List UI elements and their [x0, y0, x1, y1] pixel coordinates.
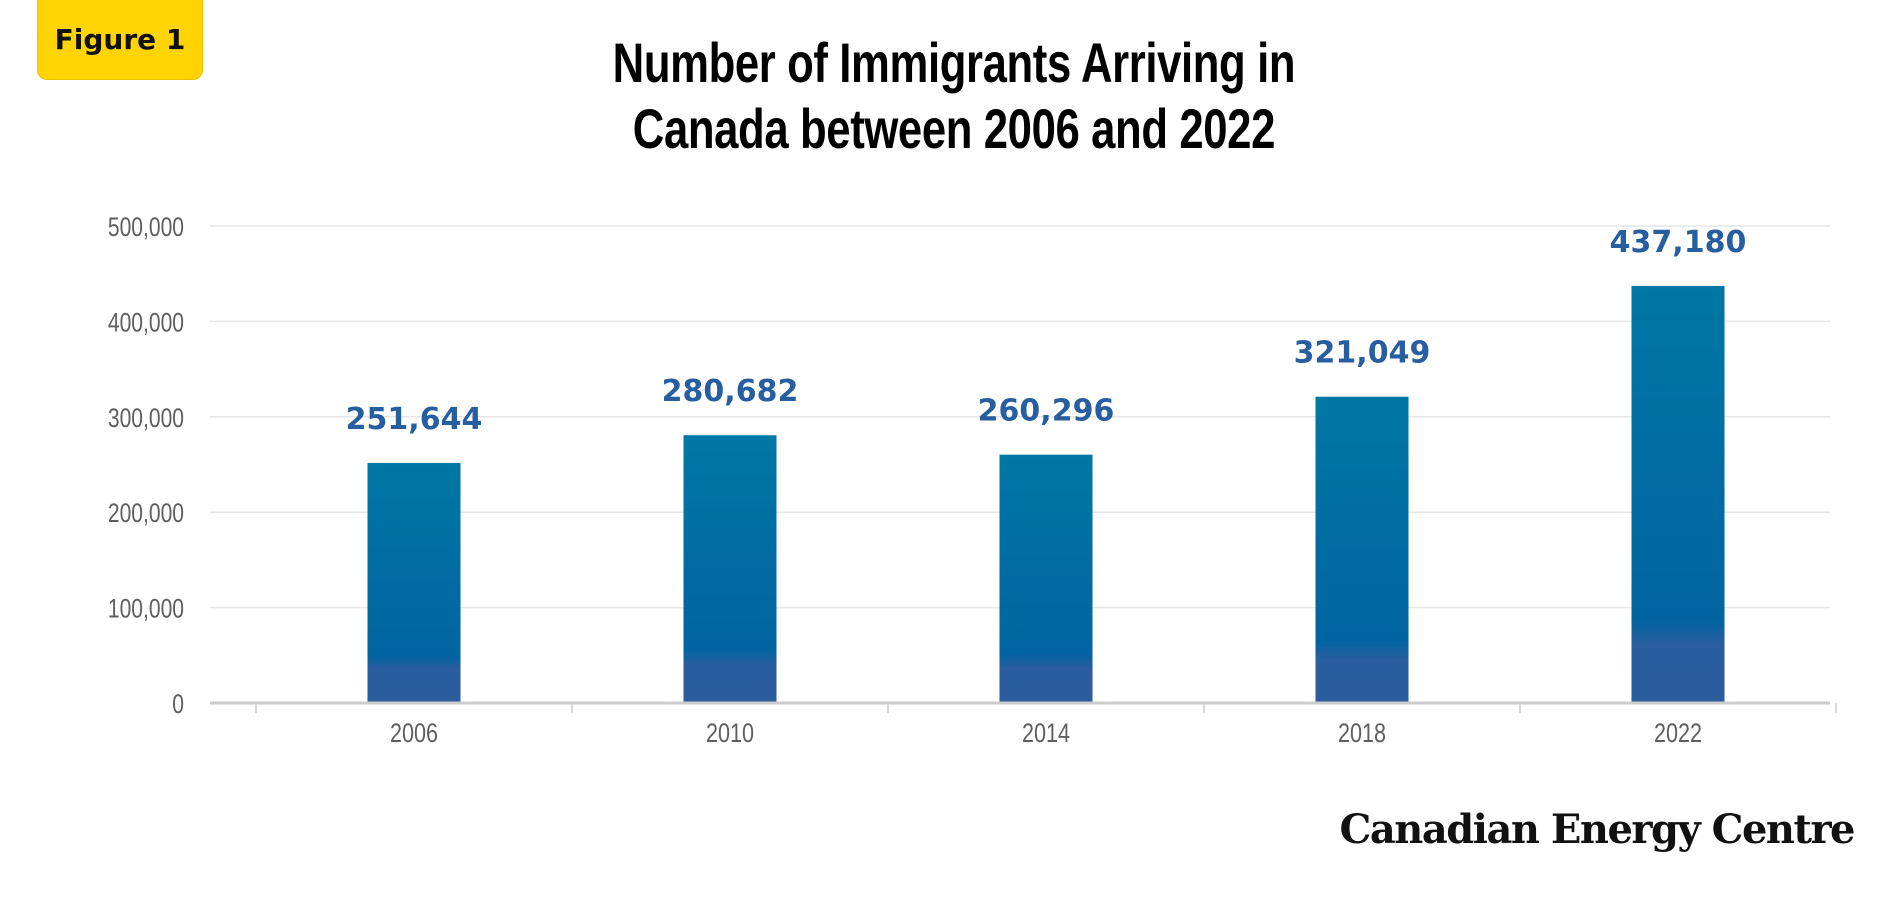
brand-logo: Canadian Energy Centre [1339, 806, 1856, 853]
chart-title: Number of Immigrants Arriving in Canada … [209, 30, 1699, 162]
y-tick-label: 300,000 [108, 403, 184, 433]
bars: 251,644 280,682 260,296 321,049 437,180 [346, 225, 1747, 703]
y-axis: 0 100,000 200,000 300,000 400,000 500,000 [108, 213, 184, 720]
y-tick-label: 200,000 [108, 499, 184, 529]
x-axis: 2006 2010 2014 2018 2022 [210, 701, 1837, 749]
chart-title-line-2: Canada between 2006 and 2022 [632, 97, 1276, 160]
data-label: 280,682 [662, 374, 799, 409]
bar [367, 462, 461, 703]
figure-badge: Figure 1 [37, 0, 203, 80]
y-tick-label: 0 [172, 690, 184, 720]
bar [1315, 396, 1409, 703]
data-label: 260,296 [978, 394, 1115, 429]
data-label: 251,644 [346, 402, 483, 437]
bar [683, 435, 777, 703]
x-tick-label: 2022 [1654, 719, 1702, 749]
chart-title-line-1: Number of Immigrants Arriving in [612, 31, 1296, 94]
data-label: 437,180 [1610, 225, 1747, 260]
bar [1631, 285, 1725, 703]
x-tick-label: 2018 [1338, 719, 1386, 749]
x-tick-label: 2006 [390, 719, 438, 749]
data-label: 321,049 [1294, 336, 1431, 371]
y-tick-label: 500,000 [108, 213, 184, 243]
x-tick-label: 2014 [1022, 719, 1070, 749]
y-tick-label: 100,000 [108, 594, 184, 624]
x-tick-label: 2010 [706, 719, 754, 749]
figure-badge-label: Figure 1 [54, 23, 186, 56]
y-tick-label: 400,000 [108, 308, 184, 338]
bar [999, 454, 1093, 703]
